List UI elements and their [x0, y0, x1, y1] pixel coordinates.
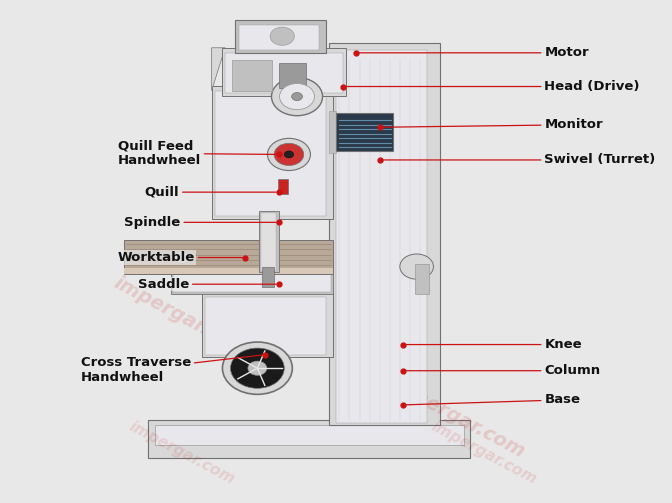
- Text: Base: Base: [406, 393, 581, 406]
- Text: impergar.com: impergar.com: [429, 418, 539, 487]
- FancyBboxPatch shape: [261, 213, 276, 271]
- Text: Quill Feed
Handwheel: Quill Feed Handwheel: [118, 139, 276, 167]
- Circle shape: [292, 93, 302, 101]
- Circle shape: [400, 254, 433, 279]
- FancyBboxPatch shape: [336, 113, 393, 151]
- FancyBboxPatch shape: [215, 91, 326, 216]
- Text: Worktable: Worktable: [118, 251, 243, 264]
- FancyBboxPatch shape: [415, 264, 429, 294]
- Text: Knee: Knee: [406, 338, 582, 351]
- FancyBboxPatch shape: [259, 211, 279, 272]
- Text: Column: Column: [406, 364, 601, 377]
- FancyBboxPatch shape: [336, 50, 427, 423]
- FancyBboxPatch shape: [124, 268, 333, 274]
- FancyBboxPatch shape: [329, 111, 336, 153]
- Text: Cross Traverse
Handwheel: Cross Traverse Handwheel: [81, 355, 263, 384]
- Text: impergar.com: impergar.com: [386, 374, 528, 461]
- Circle shape: [284, 151, 294, 158]
- Text: Swivel (Turret): Swivel (Turret): [382, 153, 656, 166]
- Text: Monitor: Monitor: [382, 118, 603, 131]
- Text: Head (Drive): Head (Drive): [345, 80, 640, 93]
- FancyBboxPatch shape: [279, 63, 306, 88]
- Text: Motor: Motor: [359, 46, 589, 59]
- FancyBboxPatch shape: [232, 60, 272, 91]
- FancyBboxPatch shape: [222, 48, 346, 96]
- Text: Saddle: Saddle: [138, 278, 276, 291]
- Circle shape: [274, 143, 304, 165]
- Circle shape: [173, 252, 190, 264]
- FancyBboxPatch shape: [212, 86, 333, 219]
- Circle shape: [248, 361, 267, 375]
- FancyBboxPatch shape: [239, 25, 319, 50]
- FancyBboxPatch shape: [235, 20, 326, 53]
- Text: Quill: Quill: [144, 186, 276, 199]
- FancyBboxPatch shape: [262, 267, 274, 287]
- FancyBboxPatch shape: [171, 267, 333, 294]
- FancyBboxPatch shape: [205, 297, 326, 355]
- FancyBboxPatch shape: [155, 425, 464, 445]
- FancyBboxPatch shape: [225, 53, 343, 93]
- Circle shape: [230, 348, 284, 388]
- FancyBboxPatch shape: [202, 292, 333, 357]
- Polygon shape: [212, 48, 225, 91]
- FancyBboxPatch shape: [173, 272, 331, 292]
- Circle shape: [280, 83, 314, 110]
- FancyBboxPatch shape: [148, 420, 470, 458]
- Circle shape: [222, 342, 292, 394]
- Circle shape: [270, 27, 294, 45]
- Text: Spindle: Spindle: [124, 216, 276, 229]
- Circle shape: [267, 138, 310, 171]
- FancyBboxPatch shape: [278, 179, 288, 194]
- Text: impergar.com: impergar.com: [126, 418, 237, 487]
- FancyBboxPatch shape: [124, 240, 333, 274]
- Circle shape: [271, 77, 323, 116]
- FancyBboxPatch shape: [329, 43, 440, 425]
- Text: impergar.com: impergar.com: [110, 273, 253, 361]
